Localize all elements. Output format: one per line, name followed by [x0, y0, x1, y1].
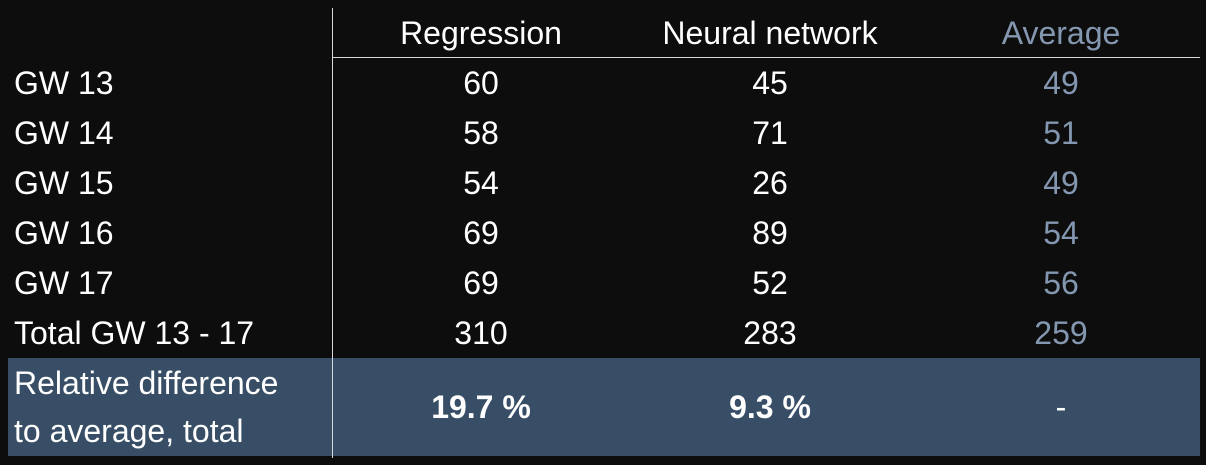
neural-value: 283 [743, 314, 797, 351]
summary-row: Relative difference to average, total 19.… [8, 358, 1206, 456]
header-neural-network: Neural network [662, 14, 878, 51]
summary-label: Relative difference to average, total [8, 358, 338, 456]
average-value: 49 [1043, 64, 1079, 101]
regression-value: 310 [454, 314, 508, 351]
average-value: 259 [1034, 314, 1088, 351]
summary-row-highlight [8, 358, 1200, 456]
row-label: GW 16 [14, 214, 114, 251]
neural-value: 71 [752, 114, 788, 151]
regression-value: 58 [463, 114, 499, 151]
regression-value: 54 [463, 164, 499, 201]
average-value: 54 [1043, 214, 1079, 251]
neural-value: 52 [752, 264, 788, 301]
vertical-divider [332, 8, 333, 458]
average-value: 49 [1043, 164, 1079, 201]
summary-neural: 9.3 % [729, 388, 811, 425]
header-average: Average [1001, 14, 1121, 51]
summary-average: - [1055, 388, 1067, 425]
row-label: Total GW 13 - 17 [14, 314, 255, 351]
header-regression: Regression [400, 14, 562, 51]
header-corner [8, 8, 338, 58]
regression-value: 69 [463, 214, 499, 251]
header-row: Regression Neural network Average [8, 8, 1206, 58]
summary-regression: 19.7 % [431, 388, 531, 425]
regression-value: 60 [463, 64, 499, 101]
neural-value: 26 [752, 164, 788, 201]
table-row: GW 15 54 26 49 [8, 158, 1206, 208]
summary-label-line2: to average, total [14, 413, 244, 449]
average-value: 56 [1043, 264, 1079, 301]
table-row: GW 16 69 89 54 [8, 208, 1206, 258]
neural-value: 45 [752, 64, 788, 101]
row-label: GW 13 [14, 64, 114, 101]
neural-value: 89 [752, 214, 788, 251]
table-row: GW 17 69 52 56 [8, 258, 1206, 308]
summary-label-line1: Relative difference [14, 365, 279, 401]
row-label: GW 14 [14, 114, 114, 151]
total-row: Total GW 13 - 17 310 283 259 [8, 308, 1206, 358]
average-value: 51 [1043, 114, 1079, 151]
row-label: GW 15 [14, 164, 114, 201]
regression-value: 69 [463, 264, 499, 301]
row-label: GW 17 [14, 264, 114, 301]
table-row: GW 14 58 71 51 [8, 108, 1206, 158]
header-underline [333, 57, 1200, 58]
results-table: Regression Neural network Average GW 13 … [8, 8, 1206, 456]
table-row: GW 13 60 45 49 [8, 58, 1206, 108]
